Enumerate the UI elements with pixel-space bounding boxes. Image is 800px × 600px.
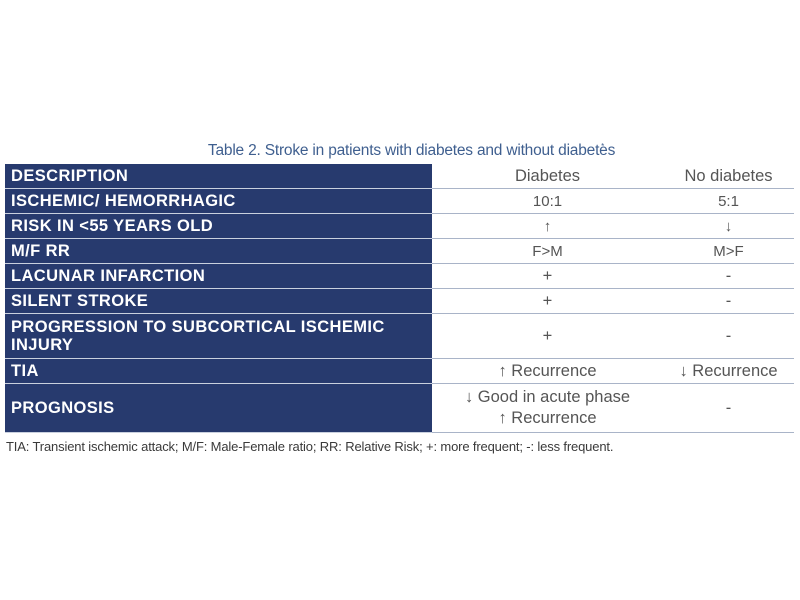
table-row: LACUNAR INFARCTION + - xyxy=(5,263,794,289)
row-label: RISK IN <55 YEARS OLD xyxy=(5,213,432,239)
no-diabetes-value: - xyxy=(663,383,794,433)
no-diabetes-value: ↓ xyxy=(663,213,794,239)
table-row: RISK IN <55 YEARS OLD ↑ ↓ xyxy=(5,213,794,239)
row-label: PROGRESSION TO SUBCORTICAL ISCHEMIC INJU… xyxy=(5,313,432,359)
no-diabetes-value: - xyxy=(663,263,794,289)
diabetes-value: F>M xyxy=(432,238,663,264)
row-label: PROGNOSIS xyxy=(5,383,432,433)
no-diabetes-value: ↓ Recurrence xyxy=(663,358,794,384)
prognosis-line-2: ↑ Recurrence xyxy=(498,409,597,427)
no-diabetes-value: 5:1 xyxy=(663,188,794,214)
table-row: PROGNOSIS ↓ Good in acute phase ↑ Recurr… xyxy=(5,383,794,433)
table-caption: Table 2. Stroke in patients with diabete… xyxy=(207,142,616,159)
table-row: M/F RR F>M M>F xyxy=(5,238,794,264)
row-label: LACUNAR INFARCTION xyxy=(5,263,432,289)
row-label: TIA xyxy=(5,358,432,384)
diabetes-value: ↓ Good in acute phase ↑ Recurrence xyxy=(432,383,663,433)
table-row: TIA ↑ Recurrence ↓ Recurrence xyxy=(5,358,794,384)
caption-marker: * xyxy=(601,142,605,151)
row-label: M/F RR xyxy=(5,238,432,264)
table-footnote: TIA: Transient ischemic attack; M/F: Mal… xyxy=(6,439,614,454)
table-row: SILENT STROKE + - xyxy=(5,288,794,314)
header-no-diabetes: No diabetes xyxy=(663,164,794,189)
stroke-comparison-table: DESCRIPTION Diabetes No diabetes ISCHEMI… xyxy=(5,164,794,433)
table-row: PROGRESSION TO SUBCORTICAL ISCHEMIC INJU… xyxy=(5,313,794,359)
diabetes-value: ↑ xyxy=(432,213,663,239)
no-diabetes-value: M>F xyxy=(663,238,794,264)
table-header-row: DESCRIPTION Diabetes No diabetes xyxy=(5,164,794,189)
diabetes-value: + xyxy=(432,313,663,359)
no-diabetes-value: - xyxy=(663,288,794,314)
header-description: DESCRIPTION xyxy=(5,164,432,189)
diabetes-value: ↑ Recurrence xyxy=(432,358,663,384)
row-label: ISCHEMIC/ HEMORRHAGIC xyxy=(5,188,432,214)
no-diabetes-value: - xyxy=(663,313,794,359)
header-diabetes: Diabetes xyxy=(432,164,663,189)
row-label: SILENT STROKE xyxy=(5,288,432,314)
diabetes-value: + xyxy=(432,263,663,289)
diabetes-value: 10:1 xyxy=(432,188,663,214)
diabetes-value: + xyxy=(432,288,663,314)
prognosis-line-1: ↓ Good in acute phase xyxy=(464,388,631,406)
table-row: ISCHEMIC/ HEMORRHAGIC 10:1 5:1 xyxy=(5,188,794,214)
